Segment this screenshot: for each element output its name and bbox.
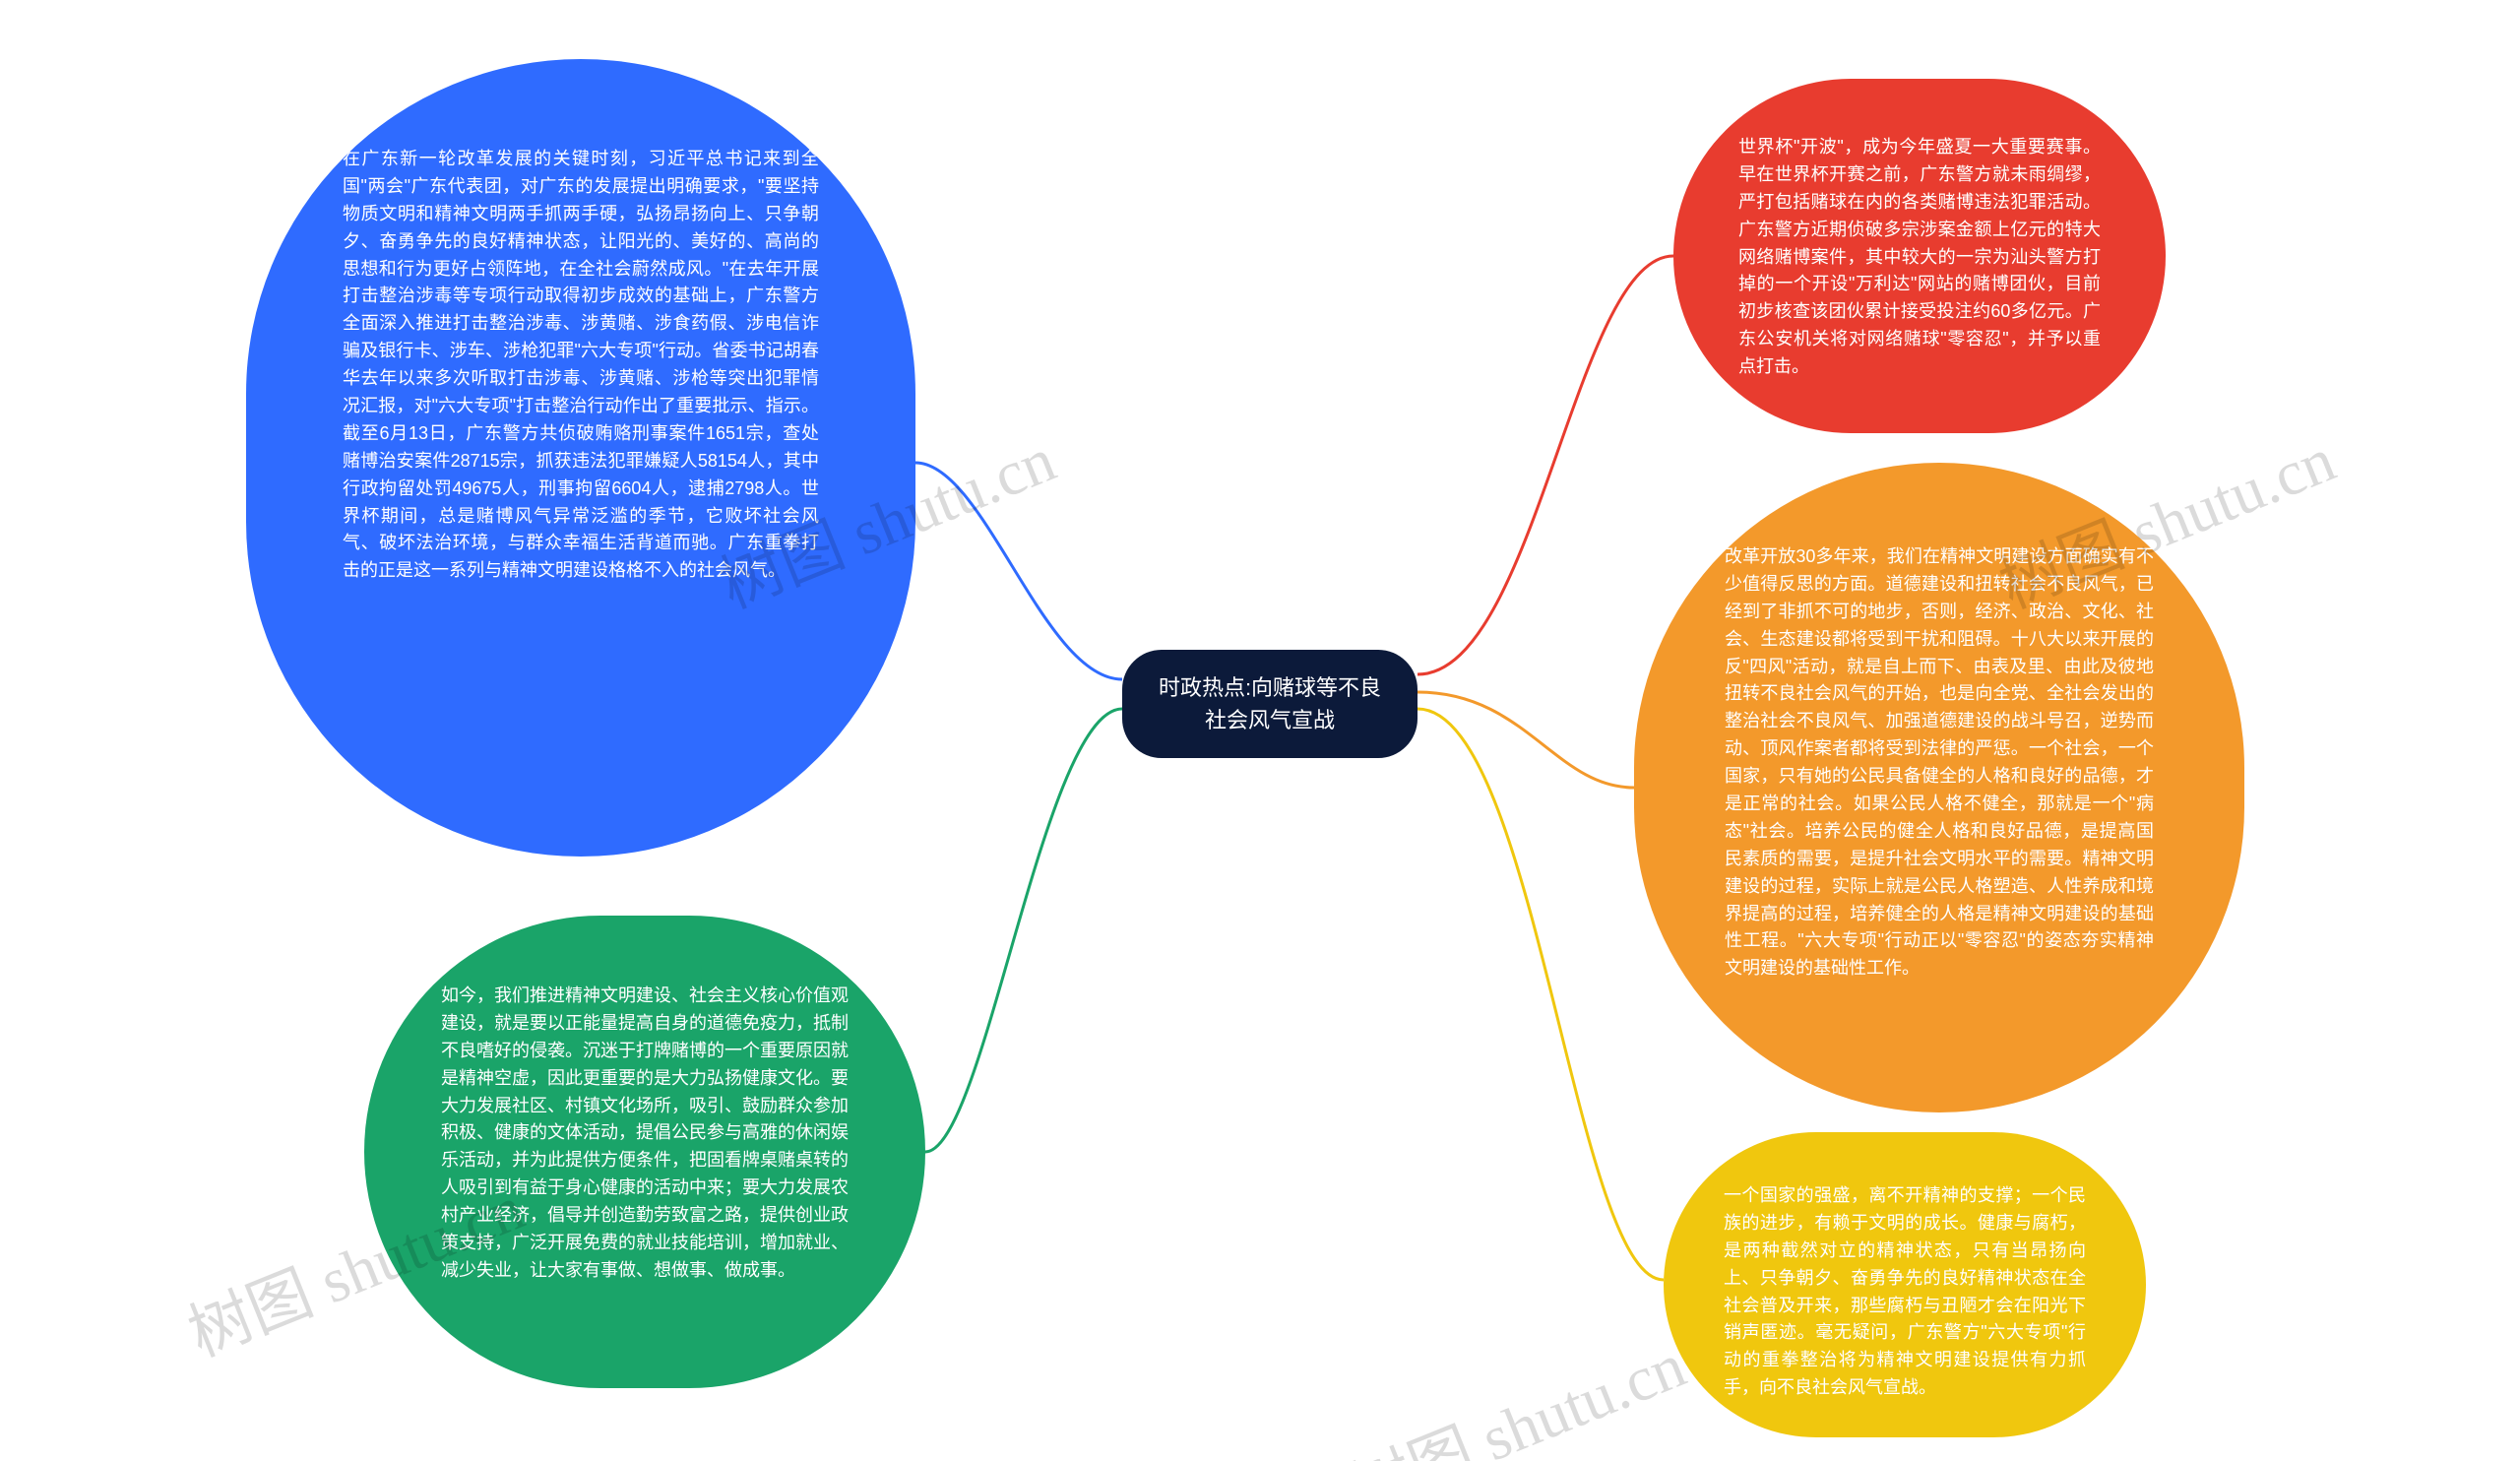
mindmap-canvas: 时政热点:向赌球等不良社会风气宣战 在广东新一轮改革发展的关键时刻，习近平总书记… [0, 0, 2520, 1461]
branch-yellow[interactable]: 一个国家的强盛，离不开精神的支撑；一个民族的进步，有赖于文明的成长。健康与腐朽，… [1664, 1132, 2146, 1437]
branch-orange[interactable]: 改革开放30多年来，我们在精神文明建设方面确实有不少值得反思的方面。道德建设和扭… [1634, 463, 2244, 1112]
connector-orange [1418, 692, 1634, 788]
connector-red [1418, 256, 1673, 674]
connector-yellow [1418, 709, 1664, 1280]
watermark: 树图 shutu.cn [1335, 1315, 1696, 1461]
connector-green [925, 709, 1122, 1152]
branch-red[interactable]: 世界杯"开波"，成为今年盛夏一大重要赛事。早在世界杯开赛之前，广东警方就未雨绸缪… [1673, 79, 2166, 433]
branch-blue[interactable]: 在广东新一轮改革发展的关键时刻，习近平总书记来到全国"两会"广东代表团，对广东的… [246, 59, 915, 857]
center-node[interactable]: 时政热点:向赌球等不良社会风气宣战 [1122, 650, 1418, 758]
connector-blue [915, 463, 1122, 679]
branch-green[interactable]: 如今，我们推进精神文明建设、社会主义核心价值观建设，就是要以正能量提高自身的道德… [364, 916, 925, 1388]
